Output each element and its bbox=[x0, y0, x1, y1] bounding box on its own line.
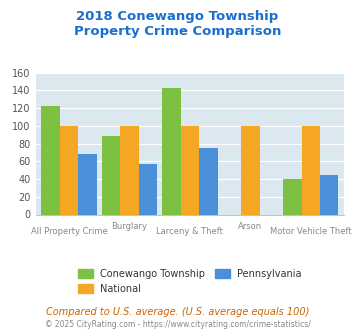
Bar bbox=[60, 126, 78, 214]
Text: © 2025 CityRating.com - https://www.cityrating.com/crime-statistics/: © 2025 CityRating.com - https://www.city… bbox=[45, 319, 310, 329]
Bar bbox=[320, 176, 338, 214]
Text: Motor Vehicle Theft: Motor Vehicle Theft bbox=[270, 227, 351, 236]
Legend: Conewango Township, National, Pennsylvania: Conewango Township, National, Pennsylvan… bbox=[74, 265, 306, 297]
Text: Burglary: Burglary bbox=[111, 222, 147, 231]
Text: Arson: Arson bbox=[238, 222, 262, 231]
Bar bbox=[181, 126, 199, 214]
Bar bbox=[42, 106, 60, 214]
Text: Larceny & Theft: Larceny & Theft bbox=[157, 227, 223, 236]
Bar bbox=[120, 126, 139, 214]
Bar bbox=[241, 126, 260, 214]
Text: Compared to U.S. average. (U.S. average equals 100): Compared to U.S. average. (U.S. average … bbox=[46, 307, 309, 317]
Bar bbox=[162, 88, 181, 214]
Bar bbox=[78, 154, 97, 214]
Bar bbox=[199, 148, 218, 214]
Text: All Property Crime: All Property Crime bbox=[31, 227, 108, 236]
Bar bbox=[283, 179, 301, 214]
Bar bbox=[139, 164, 157, 214]
Bar bbox=[102, 137, 120, 214]
Bar bbox=[301, 126, 320, 214]
Text: 2018 Conewango Township
Property Crime Comparison: 2018 Conewango Township Property Crime C… bbox=[74, 10, 281, 38]
